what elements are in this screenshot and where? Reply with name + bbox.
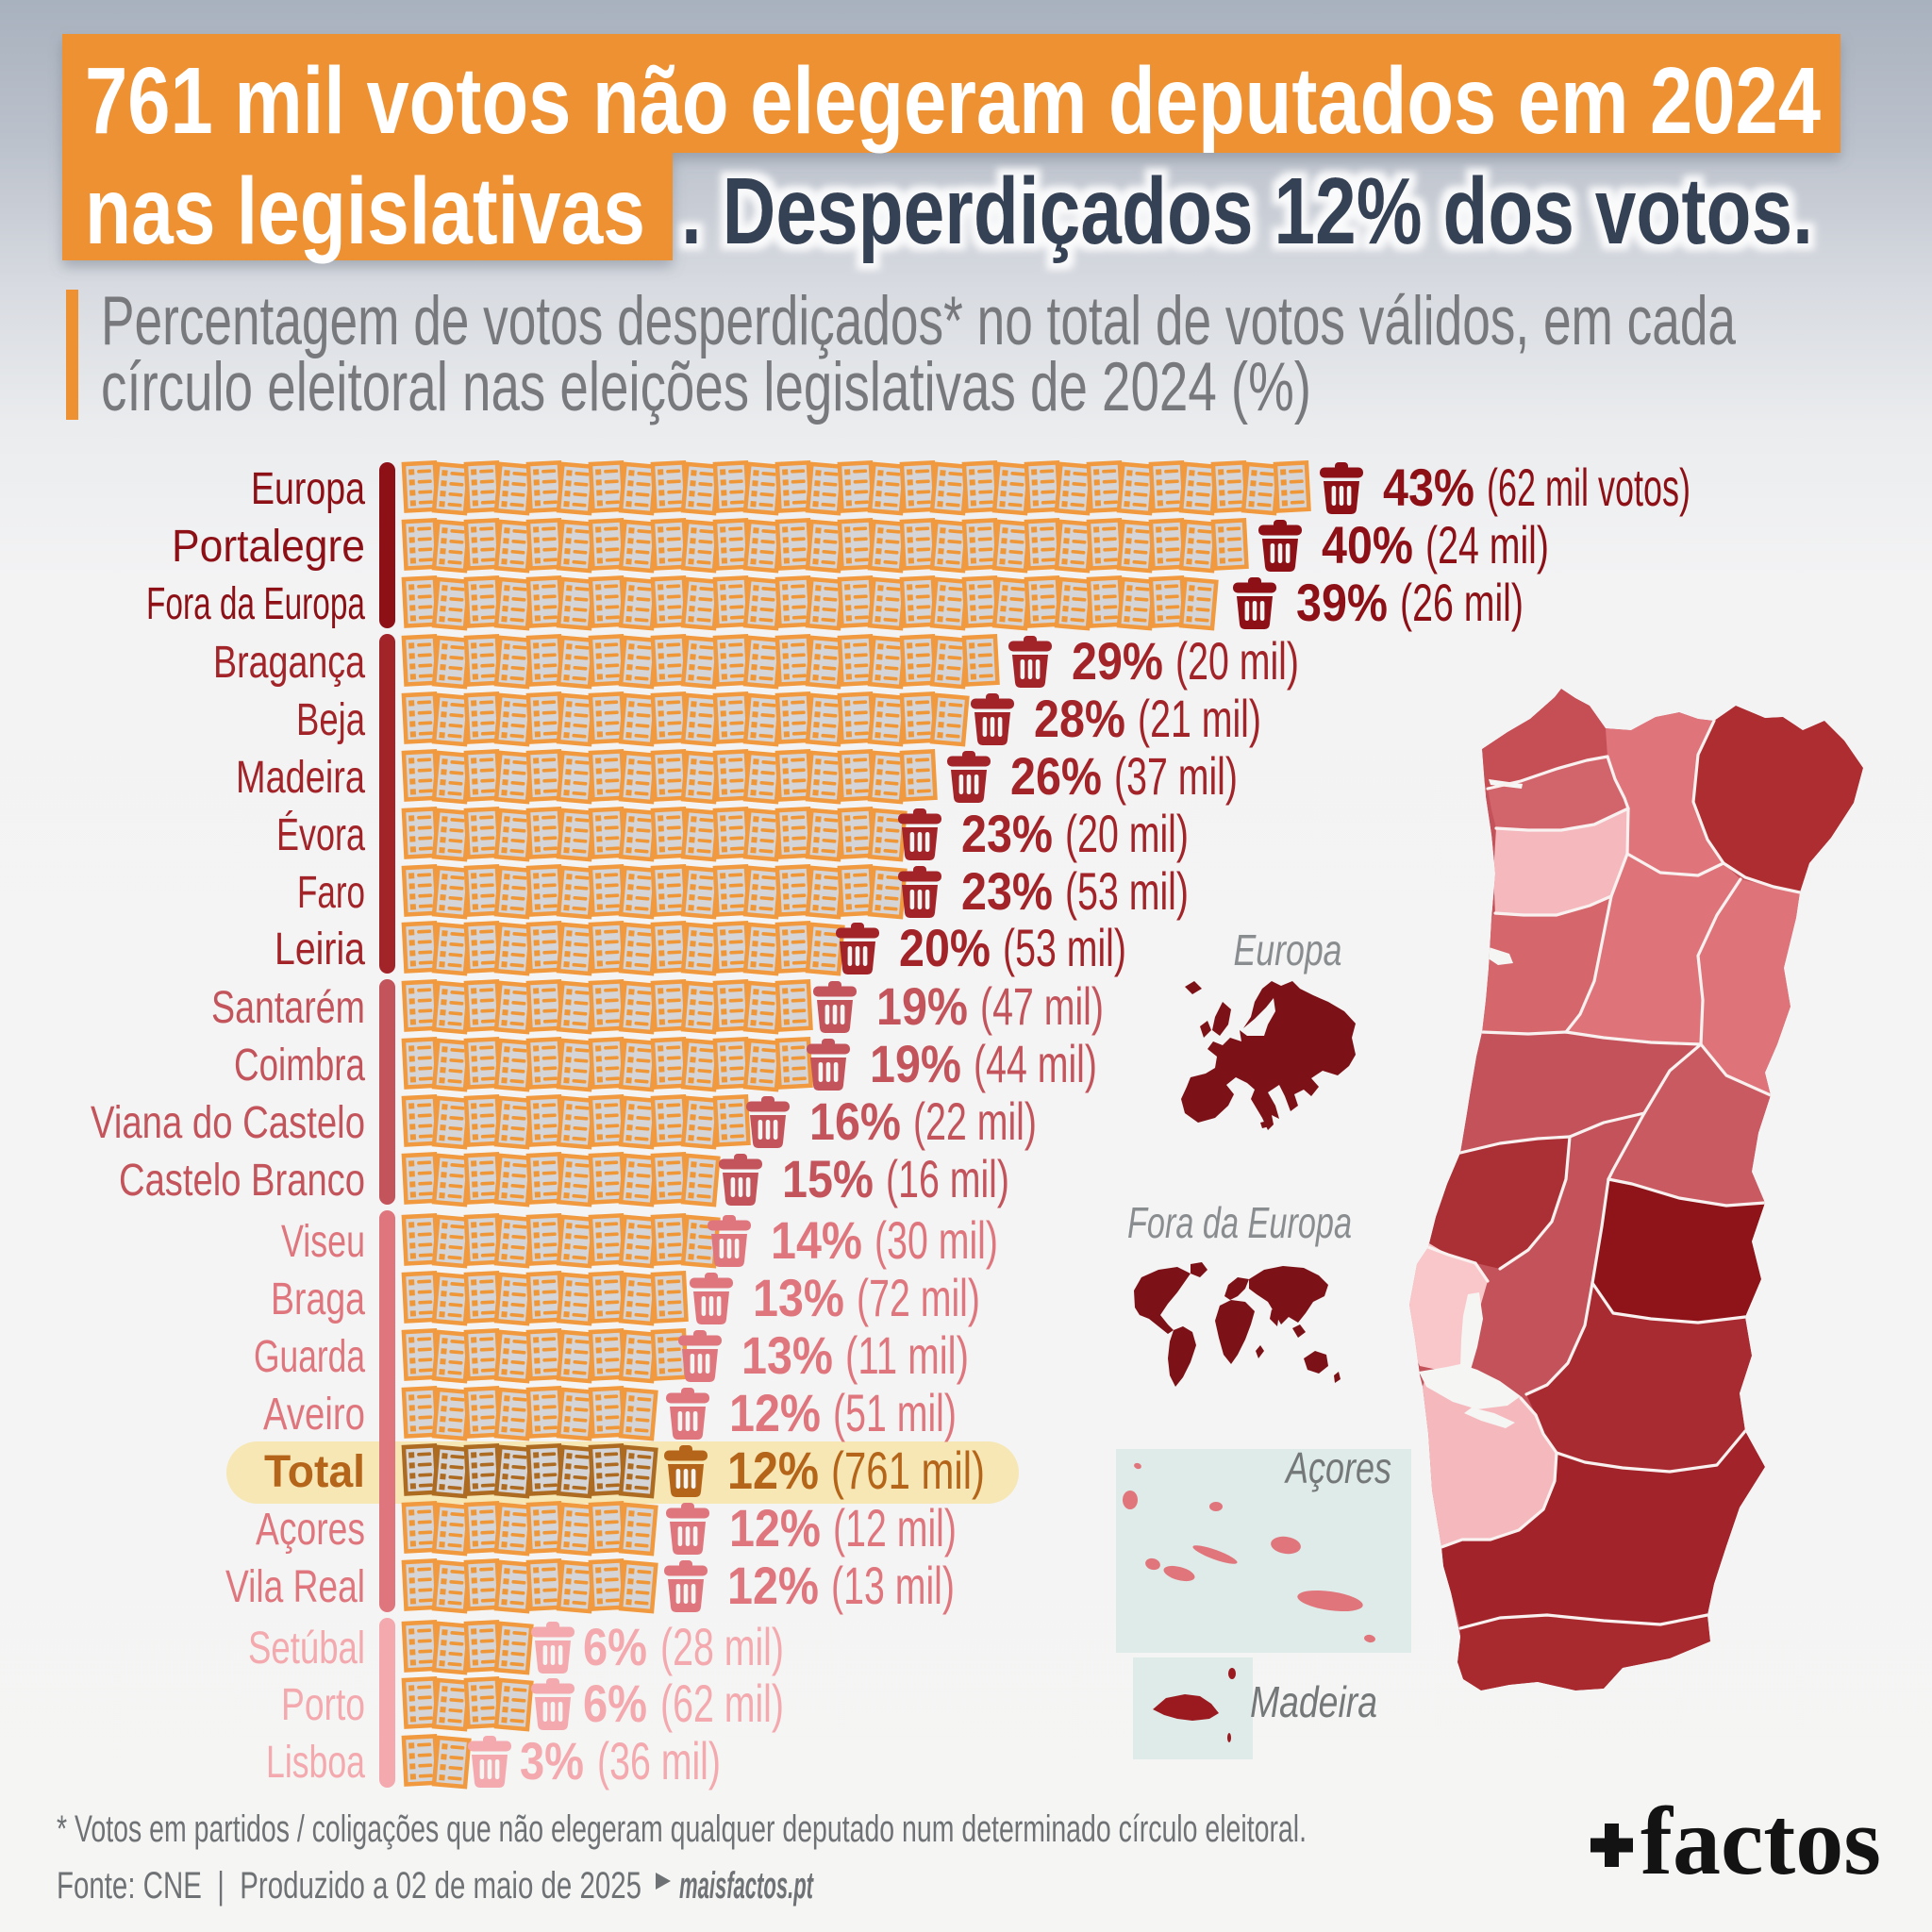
svg-text:Faro: Faro [297, 868, 365, 918]
svg-text:Percentagem de votos desperdiç: Percentagem de votos desperdiçados* no t… [101, 283, 1736, 359]
svg-text:13%: 13% [753, 1268, 844, 1327]
svg-text:(12 mil): (12 mil) [833, 1498, 957, 1557]
svg-text:(20 mil): (20 mil) [1065, 804, 1189, 863]
svg-text:Bragança: Bragança [213, 638, 365, 688]
svg-text:20%: 20% [899, 918, 991, 977]
svg-text:(28 mil): (28 mil) [660, 1617, 784, 1676]
svg-text:43%: 43% [1383, 458, 1474, 517]
svg-text:Fora da Europa: Fora da Europa [146, 579, 365, 629]
svg-text:6%: 6% [583, 1674, 647, 1733]
svg-text:(24 mil): (24 mil) [1425, 515, 1549, 575]
svg-text:28%: 28% [1034, 689, 1125, 748]
svg-text:23%: 23% [961, 804, 1053, 863]
svg-text:Fora da Europa: Fora da Europa [1127, 1198, 1352, 1247]
svg-text:Lisboa: Lisboa [266, 1738, 365, 1788]
svg-text:39%: 39% [1296, 573, 1388, 632]
svg-text:12%: 12% [727, 1441, 819, 1500]
svg-text:Portalegre: Portalegre [172, 522, 365, 572]
svg-text:Beja: Beja [296, 695, 365, 745]
svg-text:Açores: Açores [256, 1505, 365, 1555]
svg-text:12%: 12% [729, 1383, 821, 1442]
svg-text:Viana do Castelo: Viana do Castelo [91, 1098, 365, 1148]
svg-text:* Votos em partidos / coligaçõ: * Votos em partidos / coligações que não… [57, 1808, 1307, 1850]
svg-text:(62 mil): (62 mil) [660, 1674, 784, 1733]
svg-text:Viseu: Viseu [281, 1217, 365, 1267]
svg-text:Coimbra: Coimbra [234, 1041, 365, 1091]
svg-text:13%: 13% [741, 1325, 833, 1385]
svg-text:(53 mil): (53 mil) [1003, 918, 1126, 977]
svg-text:14%: 14% [771, 1210, 862, 1270]
svg-text:23%: 23% [961, 861, 1053, 921]
svg-text:761 mil votos não elegeram dep: 761 mil votos não elegeram deputados em … [85, 48, 1821, 154]
svg-text:Açores: Açores [1284, 1443, 1391, 1492]
svg-text:nas legislativas: nas legislativas [85, 158, 645, 264]
svg-text:19%: 19% [870, 1034, 961, 1093]
svg-text:Setúbal: Setúbal [248, 1624, 365, 1674]
svg-text:(37 mil): (37 mil) [1114, 746, 1238, 806]
svg-text:Santarém: Santarém [211, 983, 365, 1033]
svg-text:Europa: Europa [251, 464, 365, 514]
svg-text:(761 mil): (761 mil) [831, 1441, 985, 1500]
svg-text:15%: 15% [782, 1149, 874, 1208]
svg-text:(30 mil): (30 mil) [874, 1210, 998, 1270]
svg-text:Madeira: Madeira [236, 753, 365, 803]
svg-text:(11 mil): (11 mil) [845, 1325, 969, 1385]
svg-text:(47 mil): (47 mil) [980, 976, 1104, 1036]
svg-text:Total: Total [264, 1447, 365, 1497]
svg-text:3%: 3% [520, 1731, 584, 1790]
svg-text:factos: factos [1641, 1788, 1881, 1895]
svg-text:Porto: Porto [281, 1680, 365, 1730]
svg-text:Europa: Europa [1234, 925, 1342, 974]
svg-text:maisfactos.pt: maisfactos.pt [679, 1865, 814, 1907]
svg-text:12%: 12% [727, 1556, 819, 1615]
svg-text:(62 mil votos): (62 mil votos) [1487, 458, 1690, 517]
svg-text:29%: 29% [1072, 631, 1163, 691]
svg-text:Madeira: Madeira [1250, 1677, 1377, 1726]
svg-text:19%: 19% [876, 976, 968, 1036]
svg-text:(36 mil): (36 mil) [597, 1731, 721, 1790]
svg-text:6%: 6% [583, 1617, 647, 1676]
svg-text:(72 mil): (72 mil) [857, 1268, 980, 1327]
svg-text:(16 mil): (16 mil) [886, 1149, 1009, 1208]
svg-text:. Desperdiçados 12% dos votos.: . Desperdiçados 12% dos votos. [681, 158, 1813, 264]
svg-text:Aveiro: Aveiro [263, 1390, 365, 1440]
svg-text:Guarda: Guarda [254, 1332, 365, 1382]
svg-text:círculo eleitoral nas eleições: círculo eleitoral nas eleições legislati… [101, 349, 1311, 425]
svg-text:40%: 40% [1322, 515, 1413, 575]
svg-text:(53 mil): (53 mil) [1065, 861, 1189, 921]
svg-text:Castelo Branco: Castelo Branco [119, 1156, 365, 1206]
svg-text:Vila Real: Vila Real [225, 1562, 365, 1612]
svg-text:(22 mil): (22 mil) [913, 1091, 1037, 1151]
svg-text:Fonte: CNE | Produzido a 02: Fonte: CNE | Produzido a 02 de maio de 2… [57, 1865, 641, 1907]
svg-text:(21 mil): (21 mil) [1138, 689, 1261, 748]
svg-text:26%: 26% [1010, 746, 1102, 806]
svg-text:(26 mil): (26 mil) [1400, 573, 1524, 632]
svg-text:(20 mil): (20 mil) [1175, 631, 1299, 691]
svg-text:16%: 16% [809, 1091, 901, 1151]
svg-text:Braga: Braga [271, 1274, 365, 1324]
svg-text:12%: 12% [729, 1498, 821, 1557]
svg-text:Leiria: Leiria [275, 924, 365, 974]
svg-text:(51 mil): (51 mil) [833, 1383, 957, 1442]
svg-text:(13 mil): (13 mil) [831, 1556, 955, 1615]
svg-text:Évora: Évora [276, 810, 365, 860]
svg-text:(44 mil): (44 mil) [974, 1034, 1097, 1093]
